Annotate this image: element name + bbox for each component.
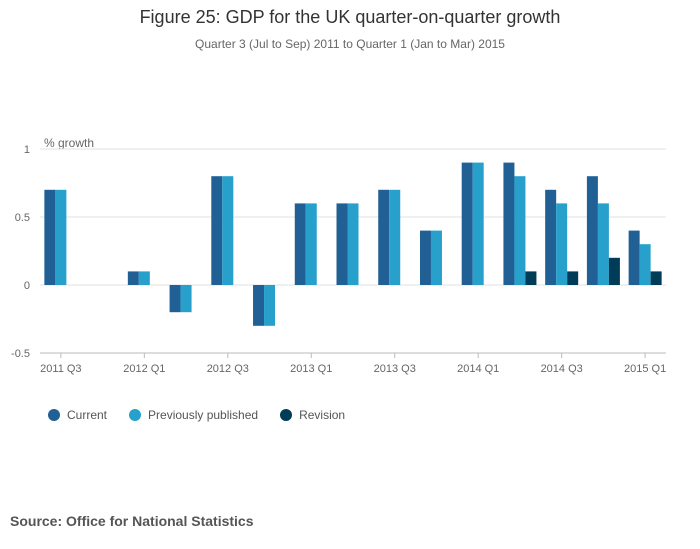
bar-current bbox=[545, 189, 557, 285]
legend-marker bbox=[48, 409, 60, 421]
chart-subtitle: Quarter 3 (Jul to Sep) 2011 to Quarter 1… bbox=[195, 37, 505, 51]
legend-marker bbox=[280, 409, 293, 421]
bar-previously-published bbox=[639, 244, 651, 285]
bar-current bbox=[419, 230, 431, 285]
bar-revision bbox=[525, 271, 537, 285]
bar-chart: 1 0.5 0 -0.5 2011 Q3 2012 Q1 2012 Q3 2013 Q1 201… bbox=[11, 144, 666, 375]
legend-label: Previously published bbox=[148, 408, 259, 422]
x-tick-label: 2015 Q1 bbox=[624, 363, 666, 375]
bar-current bbox=[211, 176, 223, 285]
legend-label: Revision bbox=[299, 408, 346, 422]
x-tick-label: 2011 Q3 bbox=[40, 363, 81, 375]
y-tick-label: 0 bbox=[24, 280, 30, 292]
y-tick-label: 0.5 bbox=[15, 212, 30, 224]
bar-previously-published bbox=[305, 203, 317, 285]
chart-title: Figure 25: GDP for the UK quarter-on-qua… bbox=[139, 7, 561, 27]
chart-legend: Current Previously published Revision bbox=[48, 408, 367, 422]
legend-label: Current bbox=[67, 408, 108, 422]
bar-current bbox=[44, 189, 56, 285]
x-tick-label: 2014 Q1 bbox=[457, 363, 499, 375]
x-tick-label: 2014 Q3 bbox=[541, 363, 583, 375]
x-tick-label: 2013 Q3 bbox=[374, 363, 416, 375]
bar-current bbox=[378, 189, 390, 285]
source-note: Source: Office for National Statistics bbox=[10, 513, 254, 529]
bar-previously-published bbox=[389, 189, 401, 285]
x-tick-label: 2012 Q1 bbox=[123, 363, 165, 375]
bar-current bbox=[169, 285, 181, 313]
bar-previously-published bbox=[556, 203, 568, 285]
bar-previously-published bbox=[597, 203, 609, 285]
y-tick-label: 1 bbox=[24, 144, 30, 156]
bar-current bbox=[503, 162, 515, 285]
bar-previously-published bbox=[472, 162, 484, 285]
bar-current bbox=[253, 285, 265, 326]
y-axis-label: % growth bbox=[44, 136, 95, 150]
x-tick-label: 2012 Q3 bbox=[207, 363, 249, 375]
bar-previously-published bbox=[55, 189, 67, 285]
y-tick-label: -0.5 bbox=[11, 348, 30, 360]
bar-revision bbox=[567, 271, 579, 285]
legend-item: Revision bbox=[280, 408, 345, 422]
legend-item: Current bbox=[48, 408, 107, 422]
bar-previously-published bbox=[222, 176, 234, 285]
bar-current bbox=[628, 230, 640, 285]
x-tick-label: 2013 Q1 bbox=[290, 363, 332, 375]
bar-revision bbox=[650, 271, 662, 285]
bar-previously-published bbox=[430, 230, 442, 285]
bar-previously-published bbox=[180, 285, 192, 313]
bar-current bbox=[586, 176, 598, 285]
bar-previously-published bbox=[264, 285, 276, 326]
bar-revision bbox=[608, 257, 620, 285]
bar-previously-published bbox=[138, 271, 150, 285]
bar-current bbox=[127, 271, 139, 285]
bar-current bbox=[294, 203, 306, 285]
legend-item: Previously published bbox=[129, 408, 258, 422]
bar-current bbox=[336, 203, 348, 285]
bar-previously-published bbox=[347, 203, 359, 285]
bar-previously-published bbox=[514, 176, 526, 285]
bar-current bbox=[461, 162, 473, 285]
legend-marker bbox=[129, 409, 142, 421]
